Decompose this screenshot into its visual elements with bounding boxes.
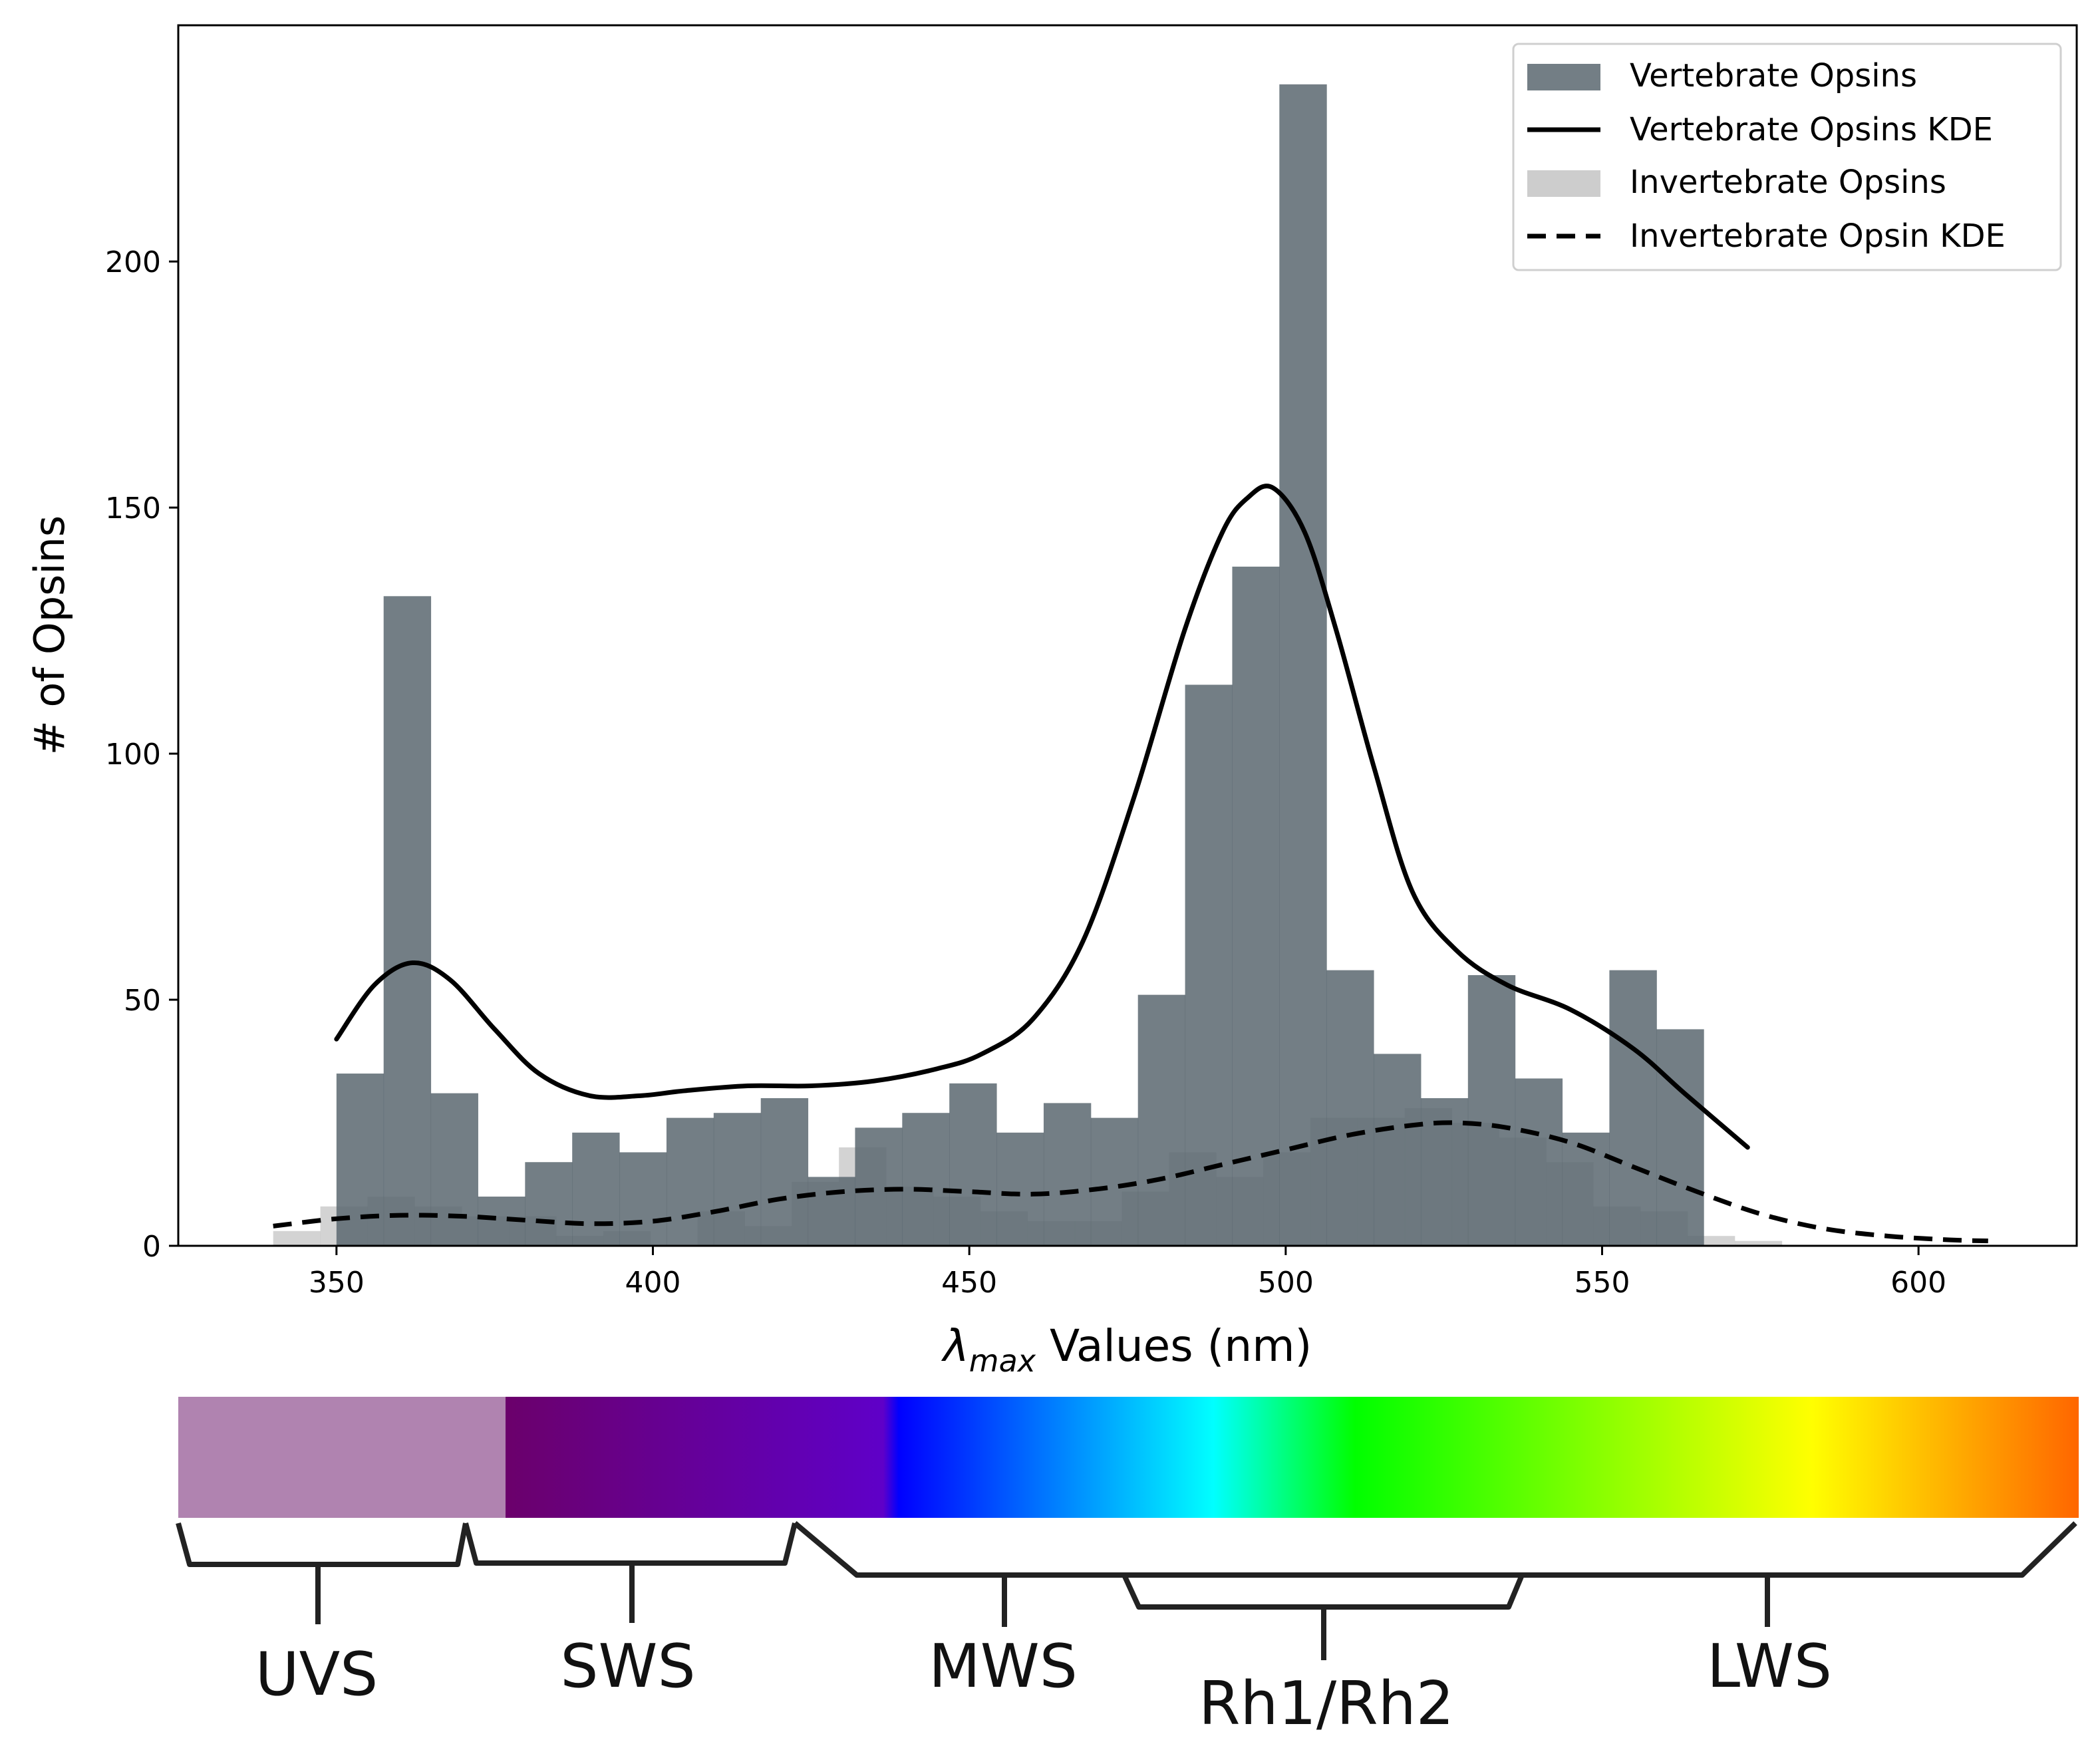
legend-entry-invertebrate-kde: Invertebrate Opsin KDE: [1527, 218, 2006, 255]
legend-entry-vertebrate-kde: Vertebrate Opsins KDE: [1527, 111, 1993, 148]
legend: Vertebrate Opsins Vertebrate Opsins KDE …: [1512, 43, 2062, 271]
vertebrate-bar: [666, 1117, 714, 1246]
uv-band: [178, 1397, 506, 1518]
x-axis-ticks: 350 400 450 500 550 600: [309, 1246, 1946, 1300]
vertebrate-bar: [1185, 684, 1233, 1246]
legend-entry-vertebrate-opsins: Vertebrate Opsins: [1527, 57, 1917, 94]
vertebrate-bar: [902, 1113, 950, 1246]
x-tick-label: 600: [1890, 1266, 1946, 1300]
vertebrate-bar: [619, 1152, 667, 1246]
vertebrate-bar: [1137, 994, 1186, 1246]
bracket-mws-lws: [793, 1521, 2077, 1627]
bracket-sws: [463, 1522, 798, 1623]
bracket-uvs: [176, 1522, 468, 1624]
legend-box: [1512, 43, 2062, 271]
vertebrate-bar: [1467, 975, 1516, 1246]
vertebrate-bar: [1609, 970, 1657, 1246]
x-tick-label: 550: [1575, 1266, 1630, 1300]
vertebrate-bar: [1326, 970, 1374, 1246]
y-tick-label: 150: [105, 492, 161, 525]
visible-spectrum-band: [506, 1397, 2079, 1518]
vertebrate-kde-line: [334, 484, 1750, 1150]
legend-label: Vertebrate Opsins: [1630, 57, 1917, 94]
legend-entry-invertebrate-opsins: Invertebrate Opsins: [1527, 164, 1946, 201]
vertebrate-bar: [1043, 1103, 1092, 1246]
vertebrate-bar: [525, 1162, 573, 1246]
vertebrate-bar: [572, 1132, 620, 1246]
vertebrate-bar: [1090, 1117, 1139, 1246]
vertebrate-bar: [383, 596, 432, 1246]
x-tick-label: 500: [1258, 1266, 1314, 1300]
label-uvs: UVS: [255, 1640, 378, 1709]
vertebrate-bar: [1374, 1054, 1422, 1246]
vertebrate-bar: [430, 1093, 478, 1246]
x-axis-label: λmax Values (nm): [941, 1320, 1312, 1379]
spectrum-bar: [178, 1397, 2079, 1518]
vertebrate-bar: [760, 1098, 809, 1246]
y-axis-ticks: 0 50 100 150 200: [105, 245, 178, 1264]
vertebrate-bars: [336, 84, 1704, 1246]
vertebrate-bar: [949, 1083, 997, 1246]
vertebrate-bar: [713, 1113, 762, 1246]
x-axis-label-symbol: λ: [941, 1320, 969, 1372]
invertebrate-bar: [273, 1231, 321, 1246]
label-lws: LWS: [1707, 1632, 1832, 1701]
label-mws: MWS: [929, 1632, 1078, 1701]
x-tick-label: 450: [941, 1266, 997, 1300]
vertebrate-bar: [855, 1127, 903, 1246]
legend-swatch-vertebrate: [1527, 64, 1600, 90]
invertebrate-kde-line: [273, 1120, 1988, 1244]
receptor-labels: UVS SWS MWS Rh1/Rh2 LWS: [255, 1632, 1832, 1739]
vertebrate-bar: [808, 1177, 855, 1246]
legend-label: Vertebrate Opsins KDE: [1630, 111, 1993, 148]
x-tick-label: 350: [309, 1266, 365, 1300]
legend-swatch-invertebrate: [1527, 170, 1600, 197]
y-axis-label: # of Opsins: [25, 515, 74, 755]
plot-area: 350 400 450 500 550 600 0 50 100 150 200: [105, 24, 2078, 1300]
label-sws: SWS: [560, 1632, 695, 1701]
vertebrate-bar: [1562, 1132, 1610, 1246]
y-tick-label: 0: [142, 1230, 161, 1264]
x-axis-label-rest: Values (nm): [1036, 1320, 1312, 1372]
vertebrate-bar: [1232, 566, 1280, 1246]
legend-label: Invertebrate Opsin KDE: [1630, 218, 2006, 255]
x-tick-label: 400: [625, 1266, 681, 1300]
invertebrate-bar: [1734, 1240, 1783, 1246]
y-tick-label: 50: [124, 984, 161, 1018]
bracket-rh1-rh2: [1122, 1574, 1525, 1660]
vertebrate-bar: [1279, 84, 1327, 1246]
receptor-brackets: [176, 1521, 2077, 1660]
axes-frame: [177, 24, 2078, 1247]
y-tick-label: 100: [105, 738, 161, 772]
vertebrate-bar: [996, 1132, 1044, 1246]
vertebrate-bar: [1420, 1098, 1469, 1246]
legend-label: Invertebrate Opsins: [1630, 164, 1946, 201]
label-rh1-rh2: Rh1/Rh2: [1199, 1669, 1454, 1739]
y-tick-label: 200: [105, 245, 161, 279]
vertebrate-bar: [1515, 1078, 1563, 1246]
vertebrate-bar: [1656, 1029, 1704, 1246]
x-axis-label-subscript: max: [969, 1343, 1036, 1379]
